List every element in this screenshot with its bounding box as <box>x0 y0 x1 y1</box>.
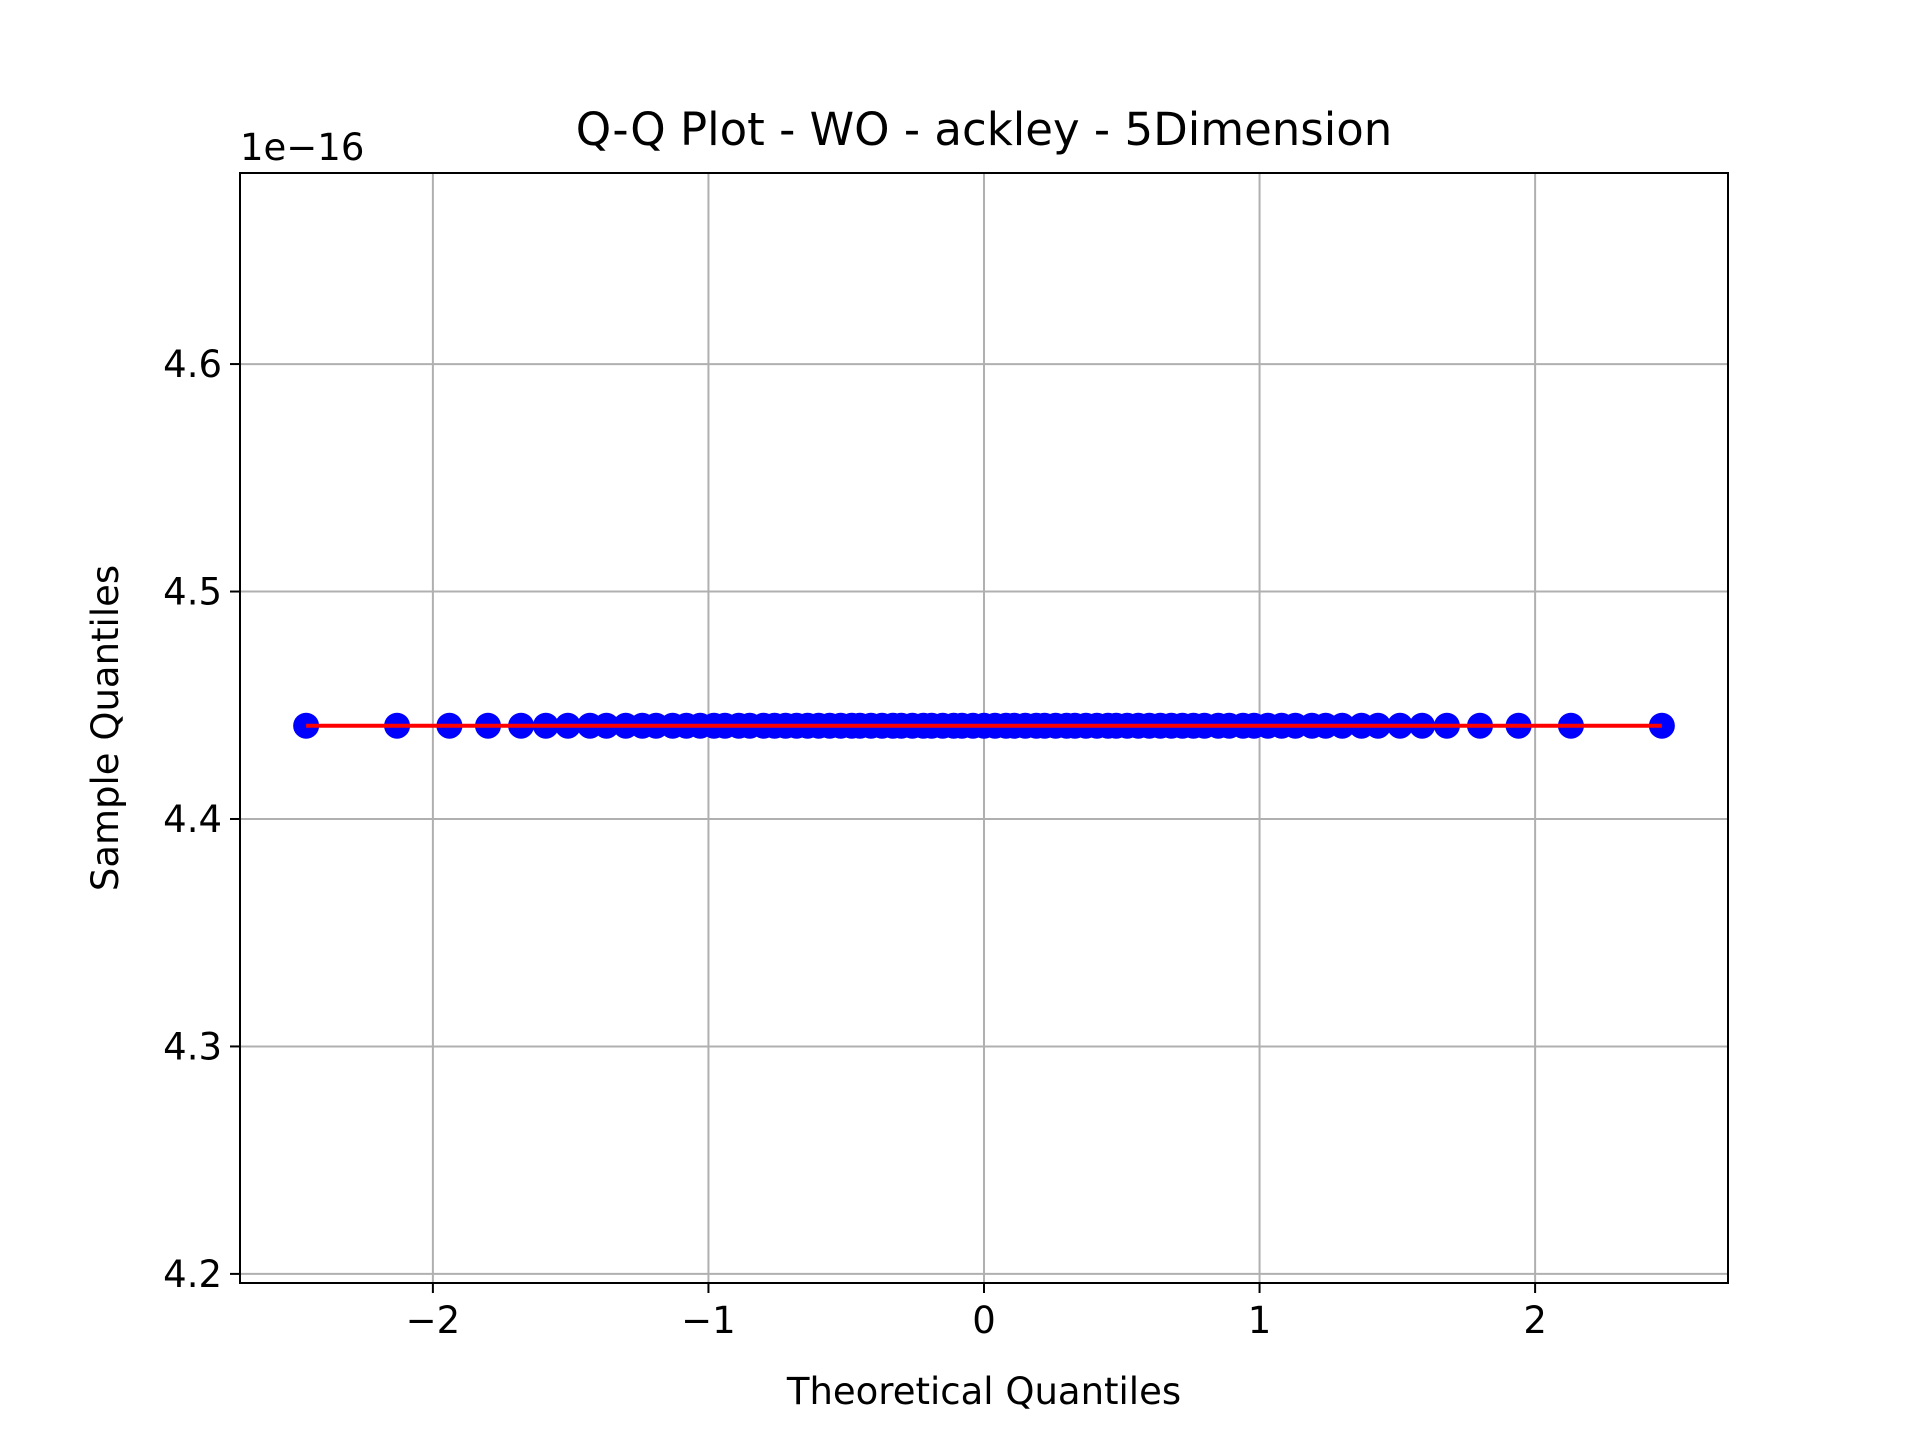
y-tick-label: 4.3 <box>163 1025 222 1068</box>
x-axis-label: Theoretical Quantiles <box>786 1370 1181 1413</box>
x-tick-label: −1 <box>681 1299 736 1342</box>
x-tick-label: −2 <box>406 1299 461 1342</box>
x-tick-label: 2 <box>1523 1299 1547 1342</box>
x-tick-label: 0 <box>972 1299 996 1342</box>
y-axis-label: Sample Quantiles <box>84 565 127 891</box>
y-tick-label: 4.2 <box>163 1253 222 1296</box>
x-tick-label: 1 <box>1248 1299 1272 1342</box>
y-ticks: 4.2 4.3 4.4 4.5 4.6 <box>163 343 240 1296</box>
y-tick-label: 4.6 <box>163 343 222 386</box>
y-tick-label: 4.5 <box>163 571 222 614</box>
y-tick-label: 4.4 <box>163 798 222 841</box>
y-offset-label: 1e−16 <box>240 126 364 169</box>
chart-title: Q-Q Plot - WO - ackley - 5Dimension <box>576 103 1393 156</box>
x-ticks: −2 −1 0 1 2 <box>406 1283 1547 1342</box>
